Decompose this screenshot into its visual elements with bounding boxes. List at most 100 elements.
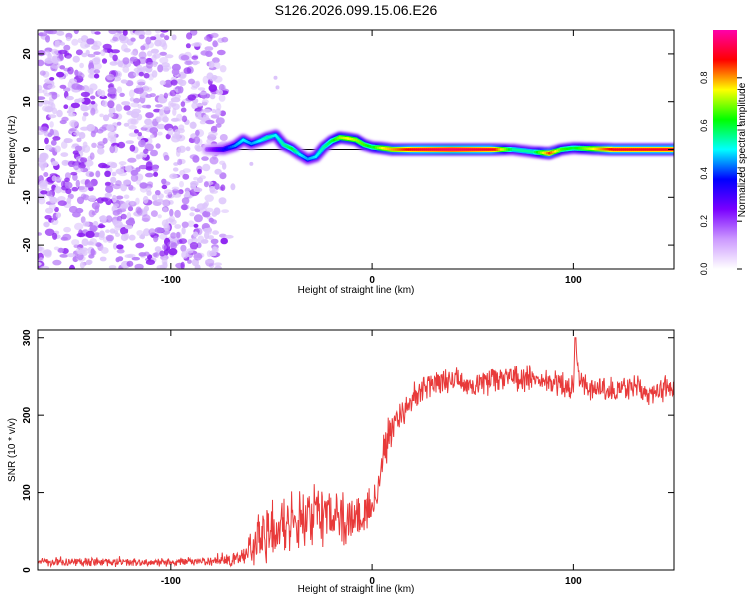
- noise-blob: [139, 182, 148, 189]
- noise-blob: [44, 187, 50, 192]
- noise-blob: [135, 197, 140, 205]
- noise-blob: [153, 53, 161, 59]
- noise-blob: [104, 192, 112, 197]
- noise-blob: [153, 108, 161, 113]
- noise-blob: [197, 168, 202, 175]
- noise-blob: [134, 263, 144, 269]
- noise-blob: [142, 85, 149, 92]
- noise-blob: [111, 171, 117, 177]
- noise-blob: [107, 131, 117, 139]
- noise-blob: [105, 215, 113, 223]
- noise-blob: [209, 156, 219, 165]
- noise-blob: [97, 141, 106, 146]
- y-tick-label: 0: [22, 146, 33, 152]
- noise-blob: [154, 227, 164, 234]
- noise-blob: [210, 32, 219, 38]
- noise-blob: [127, 253, 136, 258]
- noise-blob: [190, 86, 198, 90]
- noise-blob: [221, 36, 229, 43]
- noise-blob: [187, 220, 195, 228]
- noise-blob: [54, 145, 61, 153]
- noise-blob: [190, 206, 196, 212]
- noise-blob: [51, 48, 59, 55]
- noise-blob: [195, 112, 202, 120]
- noise-blob: [182, 168, 191, 174]
- noise-blob: [208, 60, 215, 69]
- noise-blob: [220, 237, 228, 245]
- noise-blob: [58, 49, 68, 55]
- noise-blob: [90, 95, 96, 100]
- noise-blob: [90, 130, 96, 138]
- y-tick-label: 10: [22, 96, 33, 108]
- noise-blob: [160, 30, 169, 33]
- noise-blob: [224, 234, 234, 239]
- noise-blob: [109, 51, 114, 58]
- noise-blob: [93, 69, 101, 74]
- noise-blob: [205, 207, 214, 213]
- noise-blob: [42, 89, 48, 95]
- noise-blob: [116, 249, 125, 254]
- noise-blob: [110, 176, 117, 183]
- noise-blob: [67, 66, 74, 75]
- noise-blob: [184, 190, 191, 198]
- noise-blob: [51, 175, 57, 182]
- noise-blob: [50, 139, 57, 146]
- noise-blob: [115, 195, 124, 200]
- noise-blob: [153, 34, 162, 42]
- noise-blob: [89, 238, 98, 246]
- noise-blob: [56, 71, 65, 78]
- noise-blob: [138, 34, 145, 40]
- noise-blob: [214, 168, 222, 175]
- noise-blob: [71, 186, 79, 192]
- noise-blob: [180, 261, 185, 269]
- noise-blob: [38, 131, 45, 135]
- noise-blob: [52, 136, 61, 141]
- noise-blob: [213, 75, 223, 83]
- noise-blob: [218, 197, 227, 205]
- noise-blob: [102, 114, 110, 122]
- noise-blob: [159, 57, 169, 64]
- noise-blob: [45, 35, 50, 43]
- noise-blob: [219, 172, 227, 180]
- noise-blob: [104, 181, 111, 186]
- noise-blob: [136, 113, 143, 121]
- noise-blob: [68, 113, 76, 117]
- noise-blob: [209, 250, 217, 257]
- noise-blob: [112, 210, 121, 216]
- noise-blob: [59, 42, 66, 46]
- noise-blob: [110, 137, 117, 145]
- noise-blob: [211, 210, 218, 217]
- noise-blob: [67, 253, 76, 258]
- noise-blob: [138, 71, 144, 77]
- colorbar-tick-label: 0.4: [699, 167, 709, 180]
- noise-blob: [123, 122, 130, 127]
- noise-blob: [97, 147, 105, 155]
- noise-blob: [93, 51, 101, 55]
- noise-blob: [100, 49, 106, 57]
- noise-blob: [194, 107, 202, 112]
- noise-blob: [116, 121, 122, 126]
- noise-blob: [163, 92, 169, 99]
- noise-region: [38, 30, 280, 269]
- noise-blob: [164, 35, 170, 41]
- noise-blob: [143, 148, 149, 154]
- noise-blob: [141, 104, 151, 109]
- noise-blob: [49, 121, 54, 128]
- noise-blob: [184, 60, 193, 66]
- noise-blob: [202, 163, 211, 172]
- noise-blob: [53, 57, 61, 63]
- noise-blob: [104, 170, 111, 177]
- x-tick-label: -100: [161, 576, 181, 587]
- noise-blob: [90, 107, 96, 116]
- noise-blob: [157, 131, 163, 136]
- noise-blob: [38, 246, 43, 251]
- noise-blob: [176, 78, 184, 85]
- noise-blob: [60, 141, 68, 149]
- noise-blob: [157, 214, 162, 219]
- noise-blob: [102, 43, 112, 50]
- noise-blob: [38, 261, 42, 266]
- noise-blob: [219, 65, 227, 73]
- snr-series-line: [38, 337, 674, 569]
- noise-blob: [127, 206, 134, 212]
- noise-blob: [174, 224, 182, 229]
